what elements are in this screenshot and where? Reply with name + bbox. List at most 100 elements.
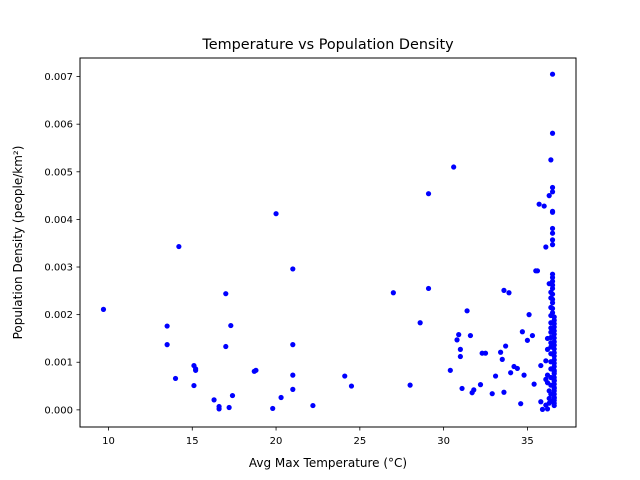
y-tick-label: 0.005 <box>44 167 73 178</box>
data-point <box>549 305 556 312</box>
data-point <box>548 157 554 163</box>
data-point <box>273 211 279 217</box>
data-point <box>464 308 470 314</box>
x-tick-label: 25 <box>353 436 366 447</box>
x-tick-label: 35 <box>521 436 534 447</box>
data-point <box>549 278 556 284</box>
data-point <box>253 367 259 373</box>
y-axis-ticks: 0.000 0.001 0.002 0.003 0.004 0.005 0.006 0.007 <box>44 72 80 416</box>
data-point <box>270 405 276 412</box>
data-point <box>454 337 460 343</box>
data-point <box>489 391 495 397</box>
data-point <box>492 373 499 379</box>
data-point <box>451 164 457 170</box>
data-point <box>503 343 509 349</box>
data-point <box>551 363 557 370</box>
data-point <box>549 230 556 236</box>
data-point <box>417 320 423 326</box>
x-tick-label: 20 <box>270 436 283 447</box>
data-point <box>290 372 296 378</box>
data-point <box>534 268 541 274</box>
data-point <box>211 397 217 403</box>
data-point <box>529 332 536 339</box>
x-tick-label: 10 <box>102 436 115 447</box>
data-point <box>477 382 484 388</box>
data-point <box>546 193 552 199</box>
plot-area-frame <box>79 57 577 428</box>
data-point <box>551 353 557 359</box>
data-point <box>216 406 222 412</box>
data-point <box>551 369 557 375</box>
x-tick-label: 30 <box>437 436 450 447</box>
y-tick-label: 0.003 <box>44 263 73 274</box>
data-point <box>518 401 524 407</box>
chart-title: Temperature vs Population Density <box>201 37 454 53</box>
data-point <box>497 349 504 355</box>
data-point <box>551 395 557 401</box>
data-point <box>549 310 556 316</box>
data-point <box>164 342 170 348</box>
data-point <box>549 242 556 248</box>
y-tick-label: 0.002 <box>44 310 73 321</box>
data-point <box>551 324 557 330</box>
data-point <box>549 300 556 306</box>
data-point <box>501 389 507 395</box>
data-point <box>526 312 532 318</box>
data-point <box>544 406 551 412</box>
data-point <box>501 287 507 293</box>
data-point <box>467 332 474 339</box>
x-axis-ticks: 10 15 20 25 30 35 <box>102 427 534 447</box>
data-point <box>549 274 556 281</box>
data-point <box>459 385 465 392</box>
data-point <box>228 322 234 329</box>
data-point <box>551 346 557 352</box>
data-point <box>471 387 477 393</box>
data-point <box>524 337 531 343</box>
y-tick-label: 0.004 <box>44 215 73 226</box>
data-point <box>538 362 544 369</box>
data-point <box>191 382 197 389</box>
data-point <box>482 350 489 356</box>
data-point <box>457 353 463 360</box>
data-point <box>549 225 556 232</box>
data-point <box>290 342 296 348</box>
data-point <box>310 402 316 409</box>
data-point <box>514 365 520 372</box>
data-point <box>223 343 229 350</box>
data-point <box>549 189 556 195</box>
data-point <box>551 342 557 348</box>
data-point <box>551 335 557 341</box>
data-point <box>543 358 549 364</box>
data-point <box>226 404 232 411</box>
data-point <box>425 285 432 292</box>
data-point <box>100 306 107 312</box>
data-points <box>100 71 557 412</box>
data-point <box>541 203 547 209</box>
data-point <box>407 382 413 388</box>
y-tick-label: 0.007 <box>44 72 73 83</box>
data-point <box>536 201 542 207</box>
data-point <box>176 243 182 250</box>
data-point <box>172 375 179 382</box>
data-point <box>290 266 296 272</box>
y-tick-label: 0.001 <box>44 358 73 369</box>
data-point <box>278 394 284 401</box>
data-point <box>447 367 453 373</box>
data-point <box>549 285 556 292</box>
data-point <box>531 381 537 387</box>
data-point <box>549 130 556 136</box>
data-point <box>519 329 525 335</box>
data-point <box>499 356 505 362</box>
data-point <box>348 383 355 389</box>
data-point <box>223 291 229 297</box>
y-tick-label: 0.006 <box>44 120 73 131</box>
data-point <box>456 332 462 338</box>
data-point <box>506 290 512 296</box>
data-point <box>538 399 544 405</box>
data-point <box>164 323 170 329</box>
data-point <box>229 392 236 399</box>
data-point <box>543 244 549 250</box>
y-tick-label: 0.000 <box>44 405 73 416</box>
